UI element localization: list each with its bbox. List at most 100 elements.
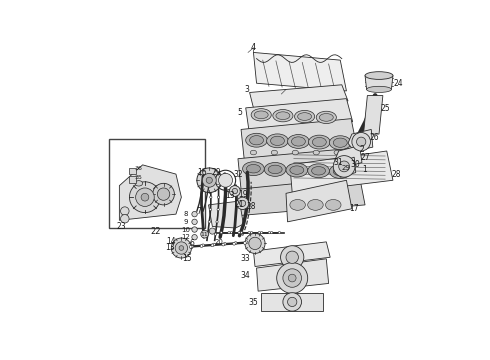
- Ellipse shape: [316, 111, 336, 123]
- Circle shape: [232, 188, 238, 194]
- Polygon shape: [238, 148, 362, 189]
- Text: 26: 26: [369, 132, 379, 141]
- Ellipse shape: [276, 112, 290, 120]
- Circle shape: [234, 242, 237, 244]
- Circle shape: [209, 228, 216, 234]
- Text: 18: 18: [246, 202, 256, 211]
- Polygon shape: [120, 165, 181, 220]
- Polygon shape: [339, 157, 356, 177]
- Text: 25: 25: [380, 104, 390, 113]
- Circle shape: [209, 208, 212, 211]
- Circle shape: [281, 246, 304, 269]
- Circle shape: [249, 237, 261, 249]
- Bar: [129, 176, 136, 183]
- Circle shape: [216, 221, 218, 223]
- Ellipse shape: [312, 138, 326, 147]
- Ellipse shape: [329, 136, 351, 150]
- Circle shape: [270, 231, 273, 234]
- Text: 1: 1: [363, 165, 368, 174]
- Text: 12: 12: [181, 234, 190, 240]
- Circle shape: [129, 182, 160, 213]
- Circle shape: [179, 246, 184, 250]
- Circle shape: [192, 227, 197, 232]
- Circle shape: [180, 246, 183, 248]
- Circle shape: [233, 242, 236, 245]
- Circle shape: [217, 208, 220, 211]
- Polygon shape: [245, 99, 353, 130]
- Polygon shape: [209, 201, 244, 228]
- Circle shape: [219, 173, 233, 187]
- Circle shape: [222, 243, 224, 246]
- Text: 15: 15: [182, 254, 192, 263]
- Circle shape: [250, 231, 253, 234]
- Circle shape: [277, 263, 308, 293]
- Circle shape: [288, 297, 297, 306]
- Text: 9: 9: [183, 219, 188, 225]
- Circle shape: [217, 184, 220, 187]
- Polygon shape: [286, 180, 352, 222]
- Circle shape: [248, 231, 250, 234]
- Circle shape: [121, 215, 129, 223]
- Circle shape: [197, 168, 221, 193]
- Circle shape: [218, 196, 220, 198]
- Text: 11: 11: [201, 232, 209, 237]
- Ellipse shape: [294, 111, 315, 123]
- Circle shape: [207, 233, 209, 235]
- Ellipse shape: [268, 165, 282, 174]
- Circle shape: [202, 173, 216, 187]
- Circle shape: [229, 186, 240, 197]
- Text: 16: 16: [197, 168, 207, 177]
- Circle shape: [333, 156, 355, 177]
- Circle shape: [172, 238, 192, 258]
- Bar: [109, 139, 205, 228]
- Polygon shape: [364, 95, 383, 134]
- Circle shape: [202, 244, 204, 247]
- Ellipse shape: [290, 199, 305, 210]
- Ellipse shape: [292, 150, 298, 155]
- Ellipse shape: [286, 163, 308, 177]
- Text: 34: 34: [241, 271, 250, 280]
- Circle shape: [192, 211, 197, 217]
- Text: 33: 33: [241, 254, 250, 263]
- Text: 36: 36: [135, 166, 143, 171]
- Polygon shape: [365, 76, 393, 89]
- Circle shape: [220, 231, 222, 234]
- Circle shape: [192, 235, 197, 240]
- Ellipse shape: [313, 150, 319, 155]
- Circle shape: [245, 233, 265, 253]
- Ellipse shape: [290, 166, 304, 174]
- Circle shape: [283, 269, 301, 287]
- Text: 29: 29: [342, 165, 351, 171]
- Circle shape: [268, 231, 270, 234]
- Ellipse shape: [245, 133, 268, 147]
- Text: 21: 21: [235, 201, 244, 210]
- Ellipse shape: [334, 150, 340, 155]
- Ellipse shape: [292, 137, 305, 146]
- Ellipse shape: [250, 150, 257, 155]
- Text: 20: 20: [215, 239, 224, 245]
- Circle shape: [240, 200, 245, 206]
- Ellipse shape: [270, 136, 285, 145]
- Circle shape: [213, 243, 215, 246]
- Ellipse shape: [135, 181, 143, 186]
- Ellipse shape: [267, 134, 288, 148]
- Ellipse shape: [288, 135, 309, 148]
- Ellipse shape: [251, 109, 271, 121]
- Circle shape: [283, 293, 301, 311]
- Text: 29: 29: [212, 168, 221, 177]
- Circle shape: [201, 230, 209, 238]
- Text: 31: 31: [334, 158, 343, 167]
- Circle shape: [258, 231, 260, 234]
- Text: 10: 10: [181, 226, 190, 233]
- Text: 4: 4: [251, 43, 256, 52]
- Circle shape: [192, 219, 197, 225]
- Circle shape: [211, 244, 214, 247]
- Circle shape: [230, 231, 233, 234]
- Text: 8: 8: [183, 211, 188, 217]
- Polygon shape: [253, 53, 346, 91]
- Text: 28: 28: [392, 170, 401, 179]
- Circle shape: [157, 188, 170, 200]
- Polygon shape: [249, 85, 348, 108]
- Ellipse shape: [249, 136, 264, 145]
- Circle shape: [245, 241, 248, 244]
